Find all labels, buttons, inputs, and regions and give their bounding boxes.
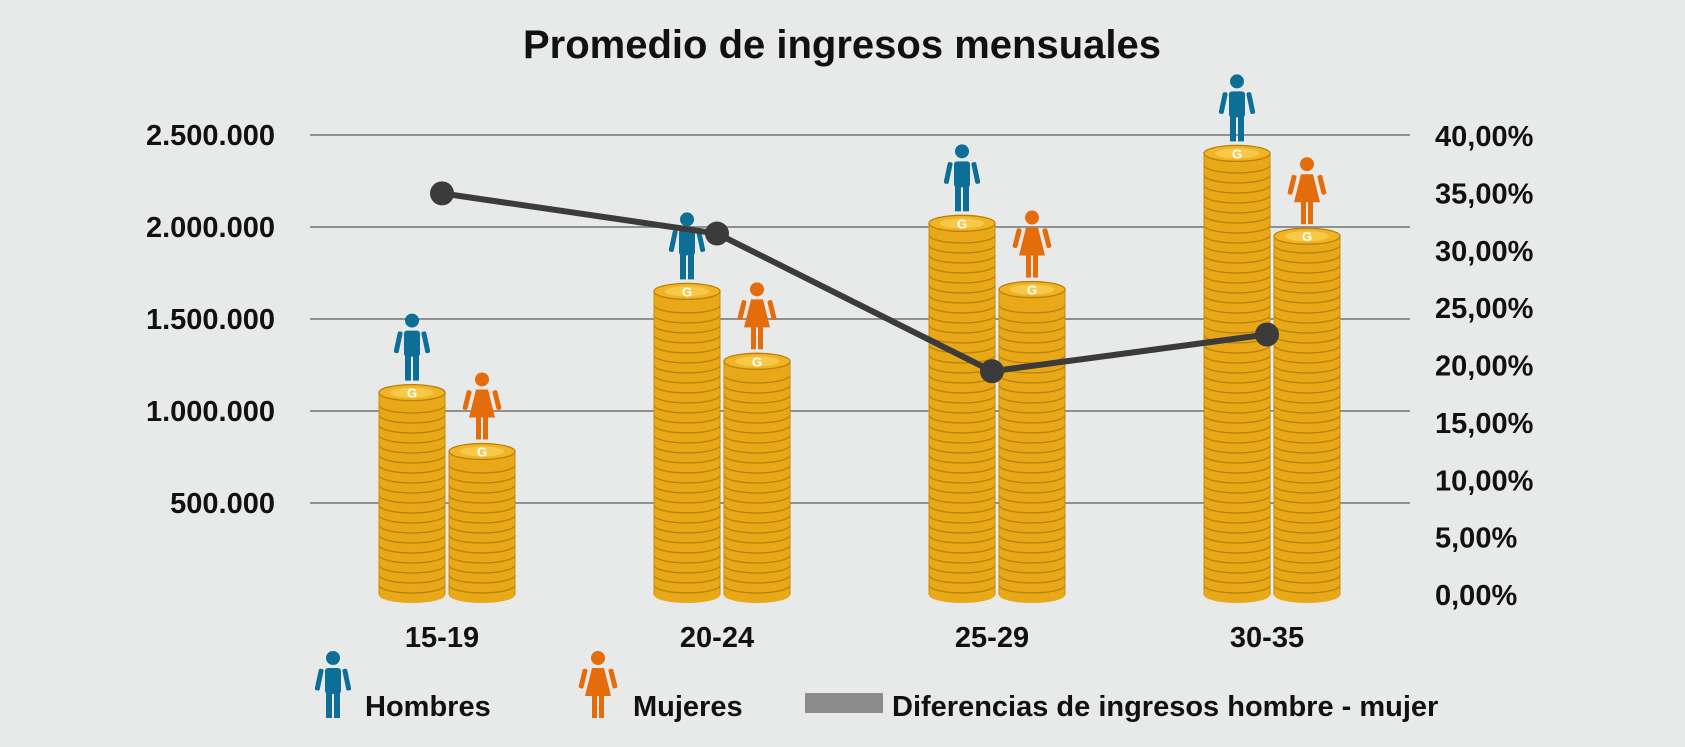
hombre-icon bbox=[393, 313, 431, 381]
y-left-tick-label: 500.000 bbox=[170, 488, 275, 520]
coin-letter: G bbox=[1232, 146, 1242, 161]
bar-hombres: G bbox=[378, 383, 446, 603]
y-right-tick-label: 30,00% bbox=[1435, 236, 1534, 268]
y-left-tick-label: 2.000.000 bbox=[146, 212, 275, 244]
legend-mujeres-label: Mujeres bbox=[633, 691, 743, 723]
line-point bbox=[430, 181, 454, 206]
legend-diferencias-swatch bbox=[805, 693, 883, 713]
line-point bbox=[705, 221, 729, 246]
x-tick-label: 20-24 bbox=[680, 622, 754, 654]
y-right-tick-label: 0,00% bbox=[1435, 580, 1517, 612]
legend-hombres-icon bbox=[314, 651, 352, 718]
line-point bbox=[1255, 322, 1279, 347]
y-right-tick-label: 40,00% bbox=[1435, 121, 1534, 153]
bar-mujeres: G bbox=[1273, 227, 1341, 603]
coin-letter: G bbox=[957, 216, 967, 231]
coin-letter: G bbox=[682, 284, 692, 299]
y-right-tick-label: 15,00% bbox=[1435, 408, 1534, 440]
y-right-tick-label: 20,00% bbox=[1435, 351, 1534, 383]
legend-mujeres-icon bbox=[578, 651, 618, 718]
y-left-tick-label: 2.500.000 bbox=[146, 120, 275, 152]
line-point bbox=[980, 359, 1004, 384]
x-tick-label: 30-35 bbox=[1230, 622, 1304, 654]
bar-mujeres: G bbox=[723, 352, 791, 603]
coin-letter: G bbox=[752, 354, 762, 369]
x-tick-label: 25-29 bbox=[955, 622, 1029, 654]
y-right-tick-label: 10,00% bbox=[1435, 465, 1534, 497]
hombre-icon bbox=[943, 144, 981, 212]
legend-diferencias-label: Diferencias de ingresos hombre - mujer bbox=[892, 691, 1438, 723]
bar-mujeres: G bbox=[998, 280, 1066, 603]
mujer-icon bbox=[462, 372, 502, 440]
hombre-icon bbox=[1218, 74, 1256, 142]
bar-hombres: G bbox=[928, 214, 996, 603]
legend-hombres-label: Hombres bbox=[365, 691, 491, 723]
y-right-tick-label: 25,00% bbox=[1435, 293, 1534, 325]
y-right-tick-label: 35,00% bbox=[1435, 178, 1534, 210]
coin-letter: G bbox=[1302, 229, 1312, 244]
x-tick-label: 15-19 bbox=[405, 622, 479, 654]
y-left-tick-label: 1.000.000 bbox=[146, 396, 275, 428]
bar-hombres: G bbox=[1203, 144, 1271, 603]
coin-letter: G bbox=[477, 444, 487, 459]
bar-hombres: G bbox=[653, 282, 721, 603]
mujer-icon bbox=[737, 282, 777, 350]
y-right-tick-label: 5,00% bbox=[1435, 523, 1517, 555]
mujer-icon bbox=[1287, 157, 1327, 225]
coin-letter: G bbox=[1027, 283, 1037, 298]
chart-title: Promedio de ingresos mensuales bbox=[523, 23, 1161, 67]
series-line-diferencias bbox=[441, 190, 1268, 375]
mujer-icon bbox=[1012, 210, 1052, 278]
y-left-tick-label: 1.500.000 bbox=[146, 304, 275, 336]
bar-mujeres: G bbox=[448, 442, 516, 603]
hombre-icon bbox=[668, 212, 706, 280]
coin-letter: G bbox=[407, 386, 417, 401]
